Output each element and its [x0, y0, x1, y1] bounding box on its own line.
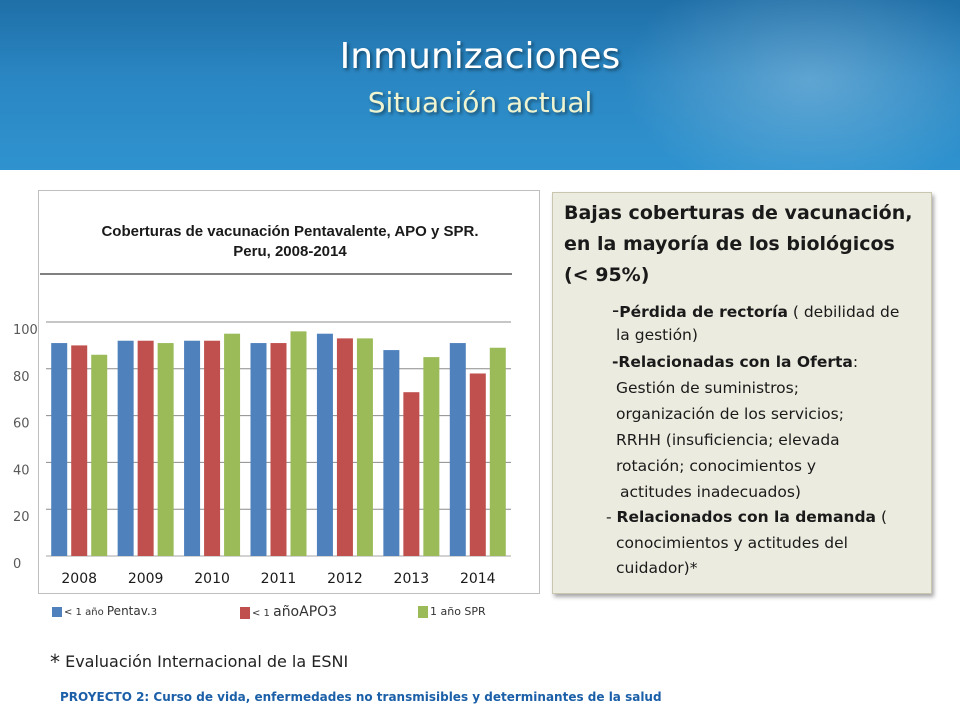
findings-heading: Bajas coberturas de vacunación, en la ma… — [564, 202, 913, 286]
legend-item-spr: 1 año SPR — [418, 604, 486, 626]
y-tick-label: 20 — [13, 510, 30, 525]
y-tick-label: 80 — [13, 370, 30, 385]
y-tick-label: 0 — [13, 557, 21, 572]
finding-text-line: Gestión de suministros; — [616, 379, 799, 397]
banner-glow — [620, 0, 960, 170]
finding-text-line: organización de los servicios; — [616, 405, 844, 423]
finding-rectoria: -Pérdida de rectoría ( debilidad de — [612, 298, 900, 322]
legend-swatch-spr — [418, 605, 428, 618]
title-banner — [0, 0, 960, 170]
footer-project: PROYECTO 2: Curso de vida, enfermedades … — [60, 690, 662, 704]
slide-subtitle: Situación actual — [367, 86, 593, 119]
y-tick-label: 100 — [13, 323, 38, 338]
chart-title-line1: Coberturas de vacunación Pentavalente, A… — [101, 223, 479, 240]
y-tick-label: 40 — [13, 463, 30, 478]
findings-box — [552, 192, 932, 594]
chart-title-line2: Peru, 2008-2014 — [233, 243, 347, 260]
slide-title: Inmunizaciones — [339, 36, 621, 77]
finding-demanda: - Relacionados con la demanda ( — [606, 508, 887, 526]
finding-text-line: cuidador)* — [616, 559, 698, 577]
finding-text-line: actitudes inadecuados) — [620, 483, 801, 501]
finding-text-line: rotación; conocimientos y — [616, 457, 817, 475]
finding-text-line: RRHH (insuficiencia; elevada — [616, 431, 840, 449]
chart-title: Coberturas de vacunación Pentavalente, A… — [40, 222, 540, 262]
finding-oferta: -Relacionadas con la Oferta: — [612, 353, 859, 371]
y-tick-label: 60 — [13, 417, 30, 432]
legend-item-apo: < 1 añoAPO3 — [240, 604, 337, 626]
footnote: * Evaluación Internacional de la ESNI — [50, 650, 349, 674]
finding-text-line: la gestión) — [616, 326, 698, 344]
legend-item-pentav: < 1 año Pentav.3 — [52, 604, 157, 626]
finding-text-line: conocimientos y actitudes del — [616, 534, 848, 552]
legend-swatch-apo — [240, 606, 250, 619]
legend-swatch-pentav — [52, 606, 62, 617]
